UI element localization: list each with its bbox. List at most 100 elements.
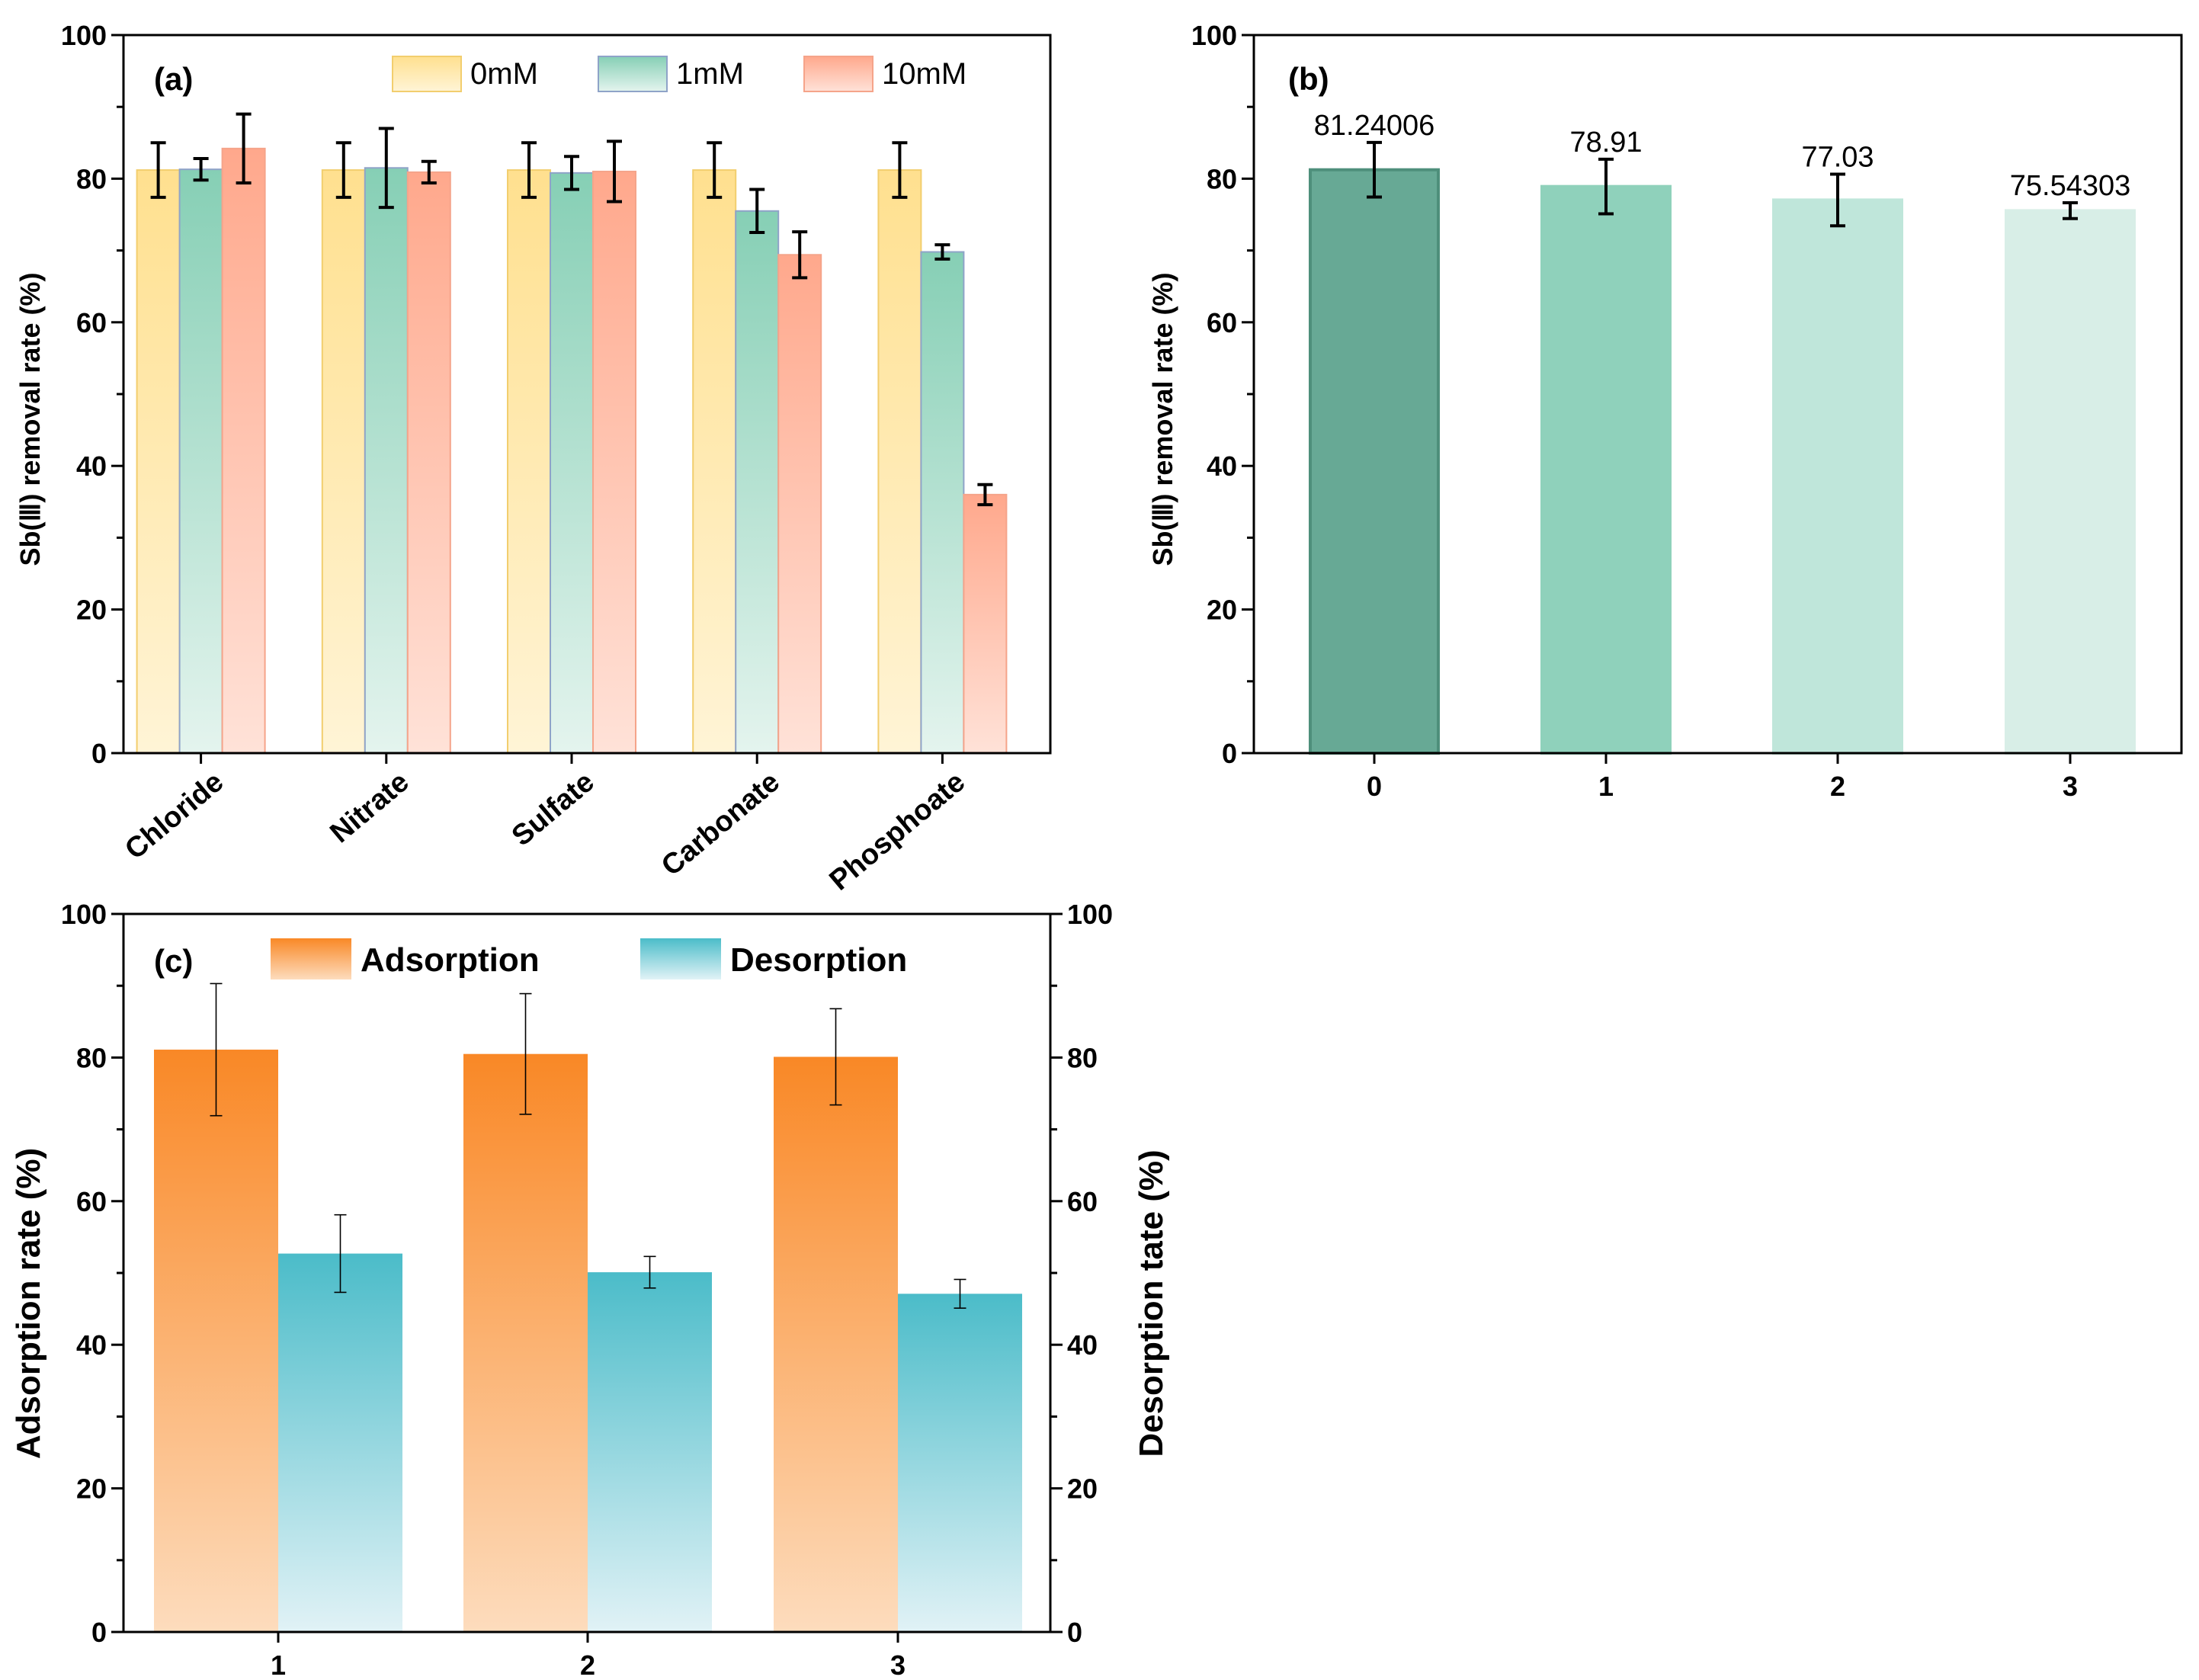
error-bar-10mM-Chloride <box>236 112 252 185</box>
panel-b-xtick-label: 0 <box>1367 771 1382 802</box>
bar-0mM-Phosphoate <box>877 169 922 754</box>
error-bar-10mM-Carbonate <box>792 230 808 280</box>
bar-Desorption-1 <box>278 1253 402 1632</box>
error-bar-Adsorption-3 <box>829 1008 842 1106</box>
panel-b-xtick-label: 3 <box>2063 771 2078 802</box>
legend-label-Desorption: Desorption <box>730 941 907 979</box>
legend-label-Adsorption: Adsorption <box>361 941 540 979</box>
bar-1mM-Nitrate <box>364 167 409 754</box>
error-bar-Desorption-2 <box>643 1255 656 1289</box>
panel-c-ytick-label: 0 <box>91 1617 107 1648</box>
bar-1mM-Sulfate <box>550 172 594 754</box>
bar-2 <box>1772 198 1903 755</box>
bar-1mM-Chloride <box>178 168 223 755</box>
error-bar-10mM-Phosphoate <box>977 483 993 507</box>
panel-c-ytick-label-right: 20 <box>1067 1473 1098 1505</box>
bar-0mM-Chloride <box>136 169 181 754</box>
error-bar-Desorption-1 <box>334 1214 347 1294</box>
error-bar-0mM-Nitrate <box>335 141 351 199</box>
panel-a-xtick-label: Carbonate <box>656 766 786 883</box>
bar-0mM-Nitrate <box>321 169 366 754</box>
panel-c-ytick-label-right: 100 <box>1067 899 1113 930</box>
panel-a-xtick-label: Sulfate <box>506 766 601 853</box>
bar-Adsorption-2 <box>463 1053 588 1632</box>
legend-swatch-Desorption <box>640 938 721 979</box>
panel-c-bars <box>154 983 1022 1632</box>
panel-a-xtick-label: Phosphoate <box>824 766 972 897</box>
panel-c-ytick-label-right: 60 <box>1067 1186 1098 1217</box>
panel-c-xtick-label: 1 <box>271 1650 286 1680</box>
error-bar-2 <box>1830 172 1845 228</box>
panel-a-ytick-label: 0 <box>91 738 107 769</box>
panel-b-label: (b) <box>1288 61 1329 97</box>
panel-a-ytick-label: 20 <box>76 595 107 626</box>
panel-a-label: (a) <box>154 61 193 97</box>
bar-0mM-Sulfate <box>507 169 551 754</box>
error-bar-1mM-Sulfate <box>564 155 579 191</box>
bar-10mM-Carbonate <box>777 254 822 754</box>
bar-10mM-Nitrate <box>406 171 451 754</box>
panel-b-ytick-label: 0 <box>1222 738 1237 769</box>
error-bar-Adsorption-2 <box>519 992 532 1115</box>
value-label-0: 81.24006 <box>1314 110 1435 142</box>
panel-c-y-axis-title-left: Adsorption rate (%) <box>10 1148 47 1459</box>
legend-label-10mM: 10mM <box>882 57 966 91</box>
bar-3 <box>2005 209 2136 755</box>
legend-swatch-10mM <box>803 56 874 92</box>
bar-Adsorption-3 <box>774 1056 898 1632</box>
bar-Desorption-3 <box>898 1294 1022 1632</box>
panel-a-xtick-label: Chloride <box>119 766 229 866</box>
bar-0mM-Carbonate <box>692 169 737 754</box>
panel-a-bars <box>136 112 1008 755</box>
panel-b-bars: 81.24006 78.91 77.03 75.54303 <box>1309 110 2136 755</box>
panel-a-y-axis-title: Sb(Ⅲ) removal rate (%) <box>14 273 46 566</box>
panel-a-ytick-label: 60 <box>76 307 107 338</box>
panel-a-ytick-label: 80 <box>76 163 107 194</box>
error-bar-0mM-Chloride <box>150 141 166 199</box>
panel-b-xtick-label: 1 <box>1598 771 1614 802</box>
error-bar-1mM-Nitrate <box>378 127 394 210</box>
legend-label-0mM: 0mM <box>470 57 538 91</box>
error-bar-1 <box>1598 157 1614 216</box>
panel-c: (c) Adsorption Desorption 0 0 20 20 40 40 60 60 8… <box>10 899 1170 1680</box>
error-bar-3 <box>2063 201 2078 220</box>
panel-c-ytick-label-right: 0 <box>1067 1617 1082 1648</box>
panel-c-y-axis-title-right: Desorption tate (%) <box>1133 1149 1170 1457</box>
panel-a-ytick-label: 40 <box>76 450 107 482</box>
bar-0 <box>1309 168 1440 755</box>
panel-c-xtick-label: 2 <box>580 1650 595 1680</box>
bar-10mM-Sulfate <box>592 170 636 755</box>
value-label-1: 78.91 <box>1569 127 1642 159</box>
panel-b-ytick-label: 100 <box>1191 20 1237 51</box>
panel-c-axes: 0 0 20 20 40 40 60 60 80 80 100 100 1 2 3 <box>61 899 1113 1680</box>
legend-swatch-0mM <box>392 56 462 92</box>
panel-c-label: (c) <box>154 943 193 979</box>
panel-c-ytick-label: 80 <box>76 1042 107 1073</box>
error-bar-1mM-Carbonate <box>749 188 765 235</box>
bar-1mM-Phosphoate <box>920 251 965 754</box>
legend-swatch-1mM <box>598 56 668 92</box>
legend-swatch-Adsorption <box>271 938 351 979</box>
panel-a-legend: 0mM 1mM 10mM <box>392 56 966 92</box>
error-bar-0mM-Phosphoate <box>892 141 908 199</box>
panel-a-ytick-label: 100 <box>61 20 107 51</box>
panel-c-legend: Adsorption Desorption <box>271 938 907 979</box>
bar-Adsorption-1 <box>154 1050 278 1632</box>
panel-c-ytick-label: 20 <box>76 1473 107 1505</box>
error-bar-0 <box>1367 140 1382 199</box>
panel-c-ytick-label-right: 40 <box>1067 1329 1098 1361</box>
value-label-2: 77.03 <box>1801 141 1874 173</box>
panel-b-y-axis-title: Sb(Ⅲ) removal rate (%) <box>1147 273 1178 566</box>
error-bar-Adsorption-1 <box>210 983 223 1117</box>
error-bar-10mM-Nitrate <box>421 159 437 185</box>
panel-b-xtick-label: 2 <box>1830 771 1845 802</box>
bar-10mM-Chloride <box>221 147 266 754</box>
panel-c-ytick-label-right: 80 <box>1067 1042 1098 1073</box>
panel-c-ytick-label: 40 <box>76 1329 107 1361</box>
bar-1 <box>1540 184 1672 755</box>
bar-10mM-Phosphoate <box>963 493 1008 754</box>
panel-b-ytick-label: 60 <box>1207 307 1237 338</box>
panel-b-ytick-label: 80 <box>1207 163 1237 194</box>
error-bar-1mM-Chloride <box>193 157 209 182</box>
